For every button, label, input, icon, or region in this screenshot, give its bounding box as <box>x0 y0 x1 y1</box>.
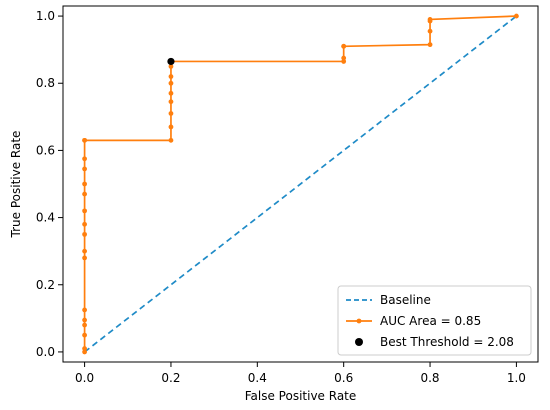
roc-point <box>82 208 87 214</box>
roc-point <box>341 59 347 64</box>
roc-point <box>427 17 433 22</box>
roc-point <box>82 221 87 227</box>
roc-point <box>168 64 174 69</box>
roc-point <box>82 349 87 355</box>
roc-point <box>82 346 87 351</box>
roc-point <box>82 317 87 323</box>
roc-point <box>427 28 433 34</box>
axes-frame <box>62 5 539 363</box>
legend-box <box>337 285 532 356</box>
roc-point <box>82 137 87 143</box>
roc-point <box>82 248 87 254</box>
roc-point <box>341 43 347 49</box>
legend-best-threshold-label: Best Threshold = 2.08 <box>380 335 514 349</box>
roc-point <box>82 191 87 197</box>
roc-point <box>168 90 174 96</box>
roc-point <box>168 137 174 143</box>
roc-point <box>341 55 347 61</box>
x-tick-label: 0.0 <box>75 371 94 385</box>
y-tick-label: 0.4 <box>36 211 55 225</box>
data-layer <box>82 13 519 355</box>
roc-point <box>82 231 87 237</box>
roc-point <box>514 13 519 19</box>
y-tick-label: 1.0 <box>36 9 55 23</box>
legend-auc-marker <box>356 318 362 324</box>
y-tick-label: 0.6 <box>36 143 55 157</box>
roc-point <box>82 166 87 172</box>
y-axis-label: True Positive Rate <box>9 131 23 239</box>
legend-layer: Baseline AUC Area = 0.85 Best Threshold = … <box>337 285 532 356</box>
legend-baseline-label: Baseline <box>380 293 431 307</box>
x-axis-label: False Positive Rate <box>245 389 357 403</box>
roc-point <box>82 332 87 338</box>
roc-point <box>82 181 87 187</box>
x-tick-label: 1.0 <box>507 371 526 385</box>
baseline-series-line <box>84 15 517 353</box>
roc-point <box>168 124 174 130</box>
legend-best-threshold-marker <box>355 338 363 346</box>
y-tick-label: 0.8 <box>36 76 55 90</box>
best-threshold-point <box>167 57 175 66</box>
roc-point <box>82 322 87 328</box>
roc-point <box>427 42 433 48</box>
x-tick-label: 0.6 <box>334 371 353 385</box>
roc-point <box>168 80 174 86</box>
x-tick-label: 0.2 <box>161 371 180 385</box>
y-tick-label: 0.2 <box>36 278 55 292</box>
roc-point <box>82 156 87 162</box>
roc-point <box>82 255 87 261</box>
axes-layer: 0.0 0.2 0.4 0.6 0.8 1.0 0.0 0.2 0.4 0.6 0.8 1.0 Fals… <box>9 5 539 403</box>
y-tick-label: 0.0 <box>36 345 55 359</box>
roc-point <box>168 74 174 79</box>
x-tick-label: 0.4 <box>248 371 267 385</box>
legend-auc-label: AUC Area = 0.85 <box>380 314 481 328</box>
roc-point <box>168 99 174 105</box>
roc-point <box>82 307 87 313</box>
x-tick-label: 0.8 <box>420 371 439 385</box>
roc-point <box>168 111 174 116</box>
